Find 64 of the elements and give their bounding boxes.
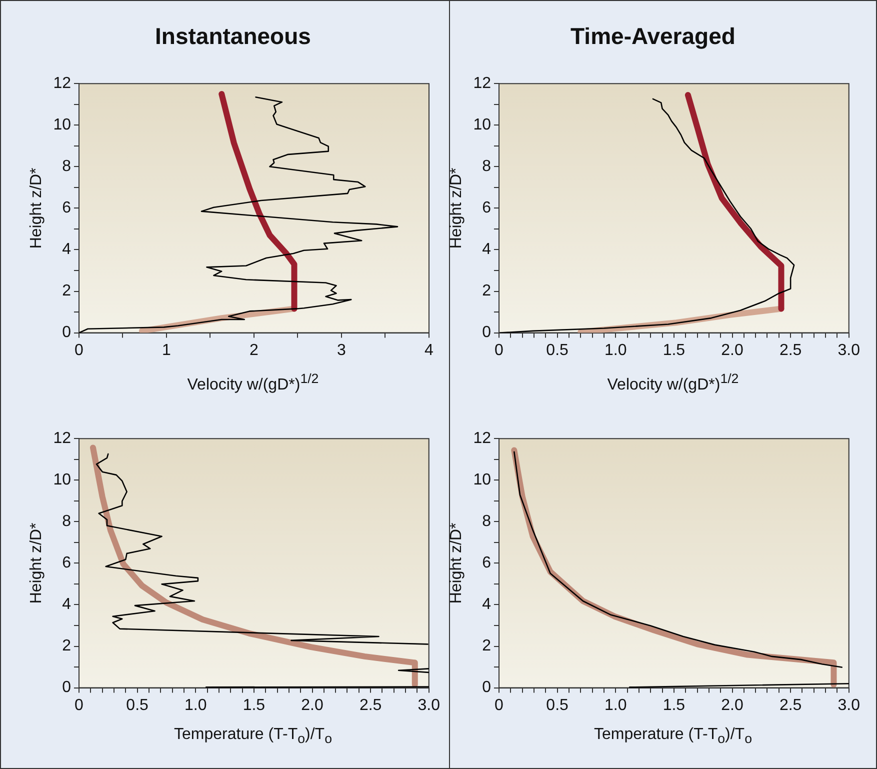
x-tick-label: 4 <box>424 342 434 359</box>
y-tick-label: 10 <box>53 472 72 489</box>
y-tick-label: 6 <box>62 554 72 572</box>
x-tick-label: 0.5 <box>546 342 569 359</box>
x-tick-label: 3.0 <box>838 696 860 714</box>
y-tick-label: 8 <box>62 513 72 530</box>
y-tick-label: 10 <box>473 116 492 134</box>
x-tick-label: 1.0 <box>604 342 627 359</box>
y-tick-label: 0 <box>482 324 492 342</box>
y-tick-label: 4 <box>62 596 72 614</box>
y-tick-label: 0 <box>62 324 72 342</box>
x-tick-label: 0.5 <box>126 696 149 714</box>
y-tick-label: 10 <box>53 116 72 134</box>
y-tick-label: 2 <box>482 638 492 655</box>
y-tick-label: 6 <box>482 554 492 572</box>
x-axis-title: Velocity w/(gD*)$^{1/2}$ <box>186 371 320 394</box>
y-axis-title: Height z/D* <box>28 522 46 604</box>
x-axis-title: Temperature (T-T$_{o}$)/T$_{o}$ <box>593 726 753 746</box>
y-axis-title: Height z/D* <box>448 168 466 249</box>
y-tick-label: 6 <box>62 200 72 217</box>
y-tick-label: 10 <box>473 472 492 489</box>
y-tick-label: 6 <box>482 200 492 217</box>
y-axis-title: Height z/D* <box>448 522 466 604</box>
x-tick-label: 3.0 <box>838 342 860 359</box>
y-tick-label: 0 <box>482 679 492 696</box>
x-tick-label: 1.5 <box>662 342 686 359</box>
y-tick-label: 2 <box>62 282 72 300</box>
x-tick-label: 1.5 <box>242 696 266 714</box>
x-tick-label: 0 <box>494 696 504 714</box>
x-tick-label: 2 <box>250 342 259 359</box>
x-tick-label: 3 <box>337 342 346 359</box>
chart-title: Instantaneous <box>154 23 312 50</box>
y-tick-label: 8 <box>62 158 72 176</box>
x-tick-label: 1.0 <box>604 696 627 714</box>
x-tick-label: 0 <box>74 696 84 714</box>
y-tick-label: 12 <box>473 75 492 92</box>
x-tick-label: 2.5 <box>359 696 382 714</box>
x-tick-label: 0 <box>74 342 84 359</box>
y-tick-label: 2 <box>482 282 492 300</box>
y-tick-label: 2 <box>62 638 72 655</box>
y-tick-label: 8 <box>482 158 492 176</box>
y-tick-label: 8 <box>482 513 492 530</box>
y-tick-label: 4 <box>482 241 492 258</box>
x-tick-label: 2.0 <box>721 342 744 359</box>
x-tick-label: 1.5 <box>662 696 686 714</box>
x-tick-label: 2.5 <box>779 342 802 359</box>
x-tick-label: 2.0 <box>301 696 324 714</box>
x-tick-label: 3.0 <box>418 696 440 714</box>
x-tick-label: 1.0 <box>184 696 207 714</box>
x-tick-label: 0 <box>494 342 504 359</box>
x-tick-label: 2.5 <box>779 696 802 714</box>
x-tick-label: 0.5 <box>546 696 569 714</box>
chart-title: Time-Averaged <box>570 23 736 50</box>
y-tick-label: 0 <box>62 679 72 696</box>
y-axis-title: Height z/D* <box>28 168 46 249</box>
x-tick-label: 1 <box>162 342 172 359</box>
y-tick-label: 4 <box>482 596 492 614</box>
y-tick-label: 12 <box>473 430 492 448</box>
y-tick-label: 4 <box>62 241 72 258</box>
y-tick-label: 12 <box>53 430 72 448</box>
x-tick-label: 2.0 <box>721 696 744 714</box>
x-axis-title: Temperature (T-T$_{o}$)/T$_{o}$ <box>173 726 333 746</box>
x-axis-title: Velocity w/(gD*)$^{1/2}$ <box>606 371 740 394</box>
y-tick-label: 12 <box>53 75 72 92</box>
